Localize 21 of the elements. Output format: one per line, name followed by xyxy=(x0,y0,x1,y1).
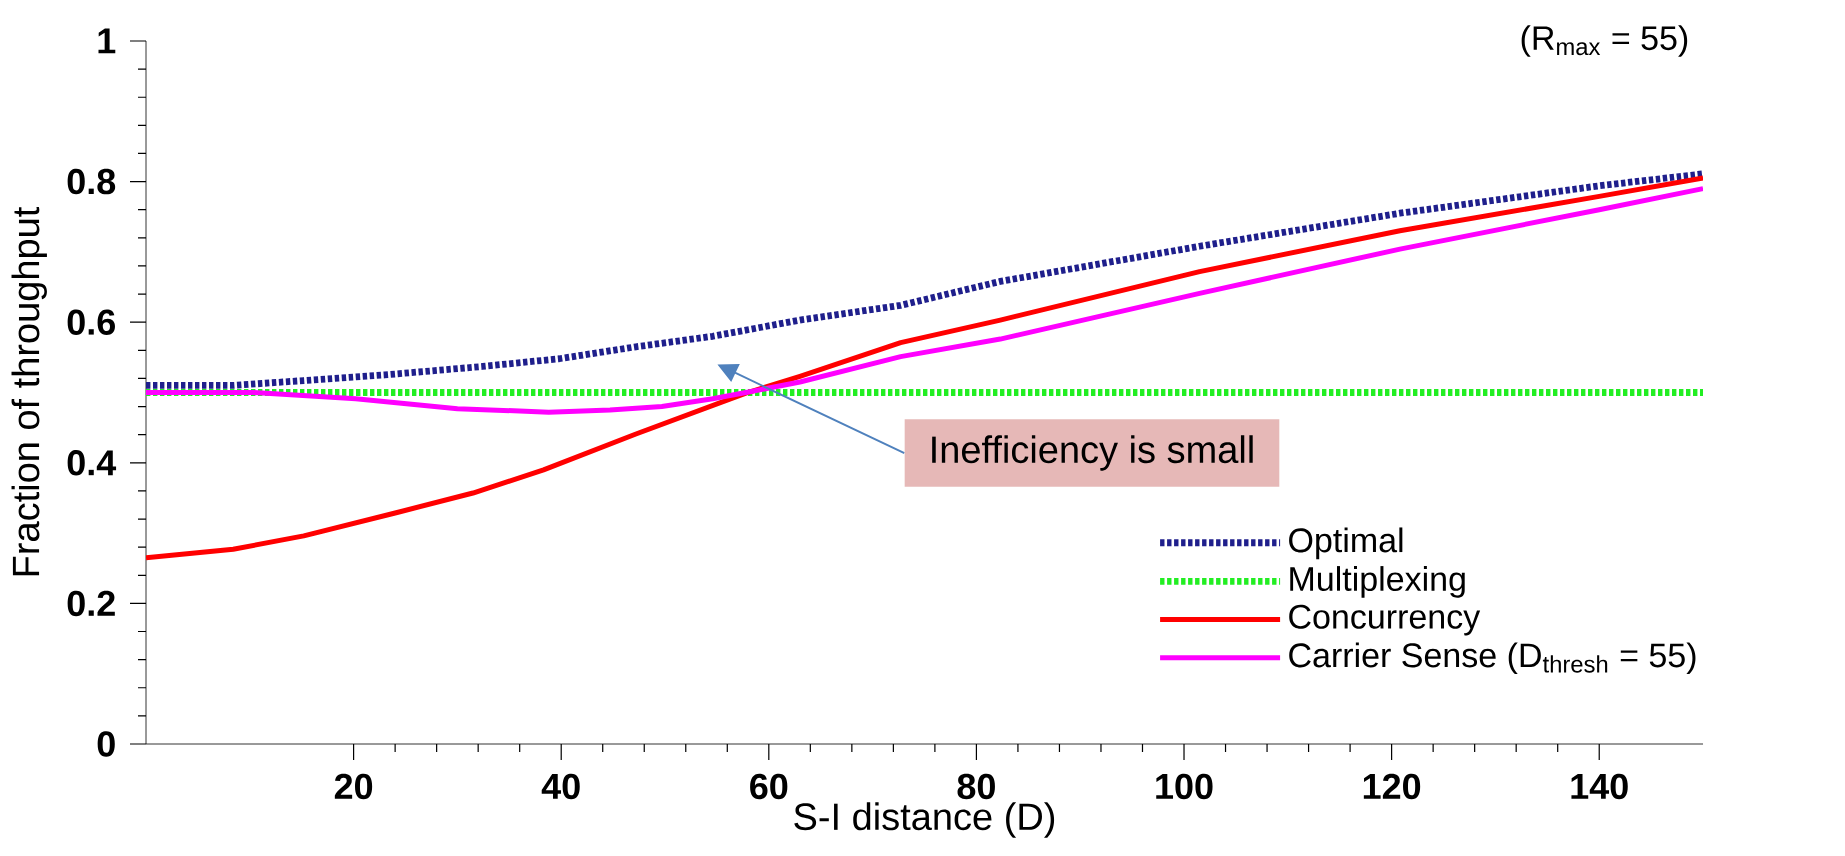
legend-label: Optimal xyxy=(1289,527,1403,560)
x-tick-label: 40 xyxy=(541,773,580,800)
x-axis-title: S-I distance (D) xyxy=(794,802,1055,838)
y-tick-label: 0.6 xyxy=(67,309,115,335)
legend-label: Concurrency xyxy=(1289,604,1481,636)
legend-label: Multiplexing xyxy=(1290,566,1465,598)
x-tick-label: 20 xyxy=(334,773,373,800)
y-tick-label: 0.2 xyxy=(67,590,115,617)
annotation: (R$_{max}$ = 55) xyxy=(1521,25,1688,57)
x-tick-label: 60 xyxy=(750,773,788,800)
y-tick-label: 0 xyxy=(97,731,115,757)
y-tick-label: 0.4 xyxy=(67,450,117,476)
legend-label: Carrier Sense (D$_{thresh}$ = 55) xyxy=(1289,642,1696,675)
x-tick-label: 80 xyxy=(957,773,995,800)
annotation: Inefficiency is small xyxy=(932,435,1253,471)
y-axis-title: Fraction of throughput xyxy=(11,206,47,576)
x-tick-label: 100 xyxy=(1156,773,1213,800)
y-tick-label: 0.8 xyxy=(67,168,116,195)
x-tick-label: 120 xyxy=(1363,773,1421,800)
y-tick-label: 1 xyxy=(98,28,116,54)
x-tick-label: 140 xyxy=(1571,773,1628,800)
